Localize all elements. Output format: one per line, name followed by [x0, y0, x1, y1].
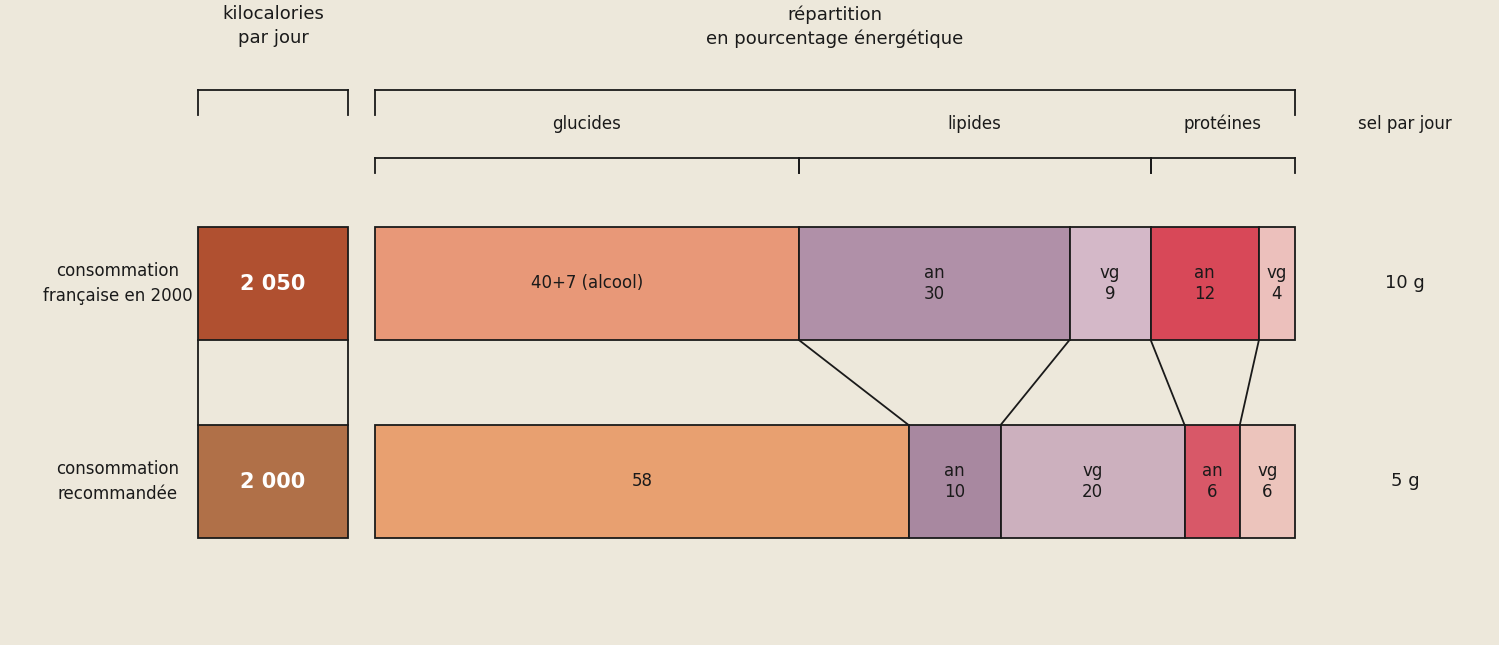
Bar: [1184, 425, 1240, 538]
Text: sel par jour: sel par jour: [1358, 115, 1453, 133]
Text: 10 g: 10 g: [1385, 275, 1426, 292]
Text: répartition
en pourcentage énergétique: répartition en pourcentage énergétique: [706, 5, 964, 48]
Bar: [375, 227, 799, 340]
Text: 58: 58: [631, 473, 652, 490]
Text: vg
4: vg 4: [1267, 264, 1288, 303]
Text: consommation
recommandée: consommation recommandée: [57, 460, 180, 503]
Text: vg
20: vg 20: [1082, 462, 1103, 501]
Text: glucides: glucides: [553, 115, 622, 133]
Bar: [1151, 227, 1259, 340]
Polygon shape: [199, 340, 348, 425]
Text: protéines: protéines: [1184, 115, 1262, 133]
Bar: [375, 425, 908, 538]
Bar: [1001, 425, 1184, 538]
Text: vg
6: vg 6: [1258, 462, 1277, 501]
Bar: [799, 227, 1069, 340]
Bar: [1259, 227, 1295, 340]
Text: 40+7 (alcool): 40+7 (alcool): [531, 275, 643, 292]
Bar: [198, 425, 348, 538]
Bar: [1069, 227, 1151, 340]
Text: kilocalories
par jour: kilocalories par jour: [222, 5, 324, 46]
Text: an
6: an 6: [1202, 462, 1223, 501]
Text: 5 g: 5 g: [1391, 473, 1420, 490]
Bar: [198, 227, 348, 340]
Text: vg
9: vg 9: [1100, 264, 1120, 303]
Text: 2 000: 2 000: [240, 471, 306, 491]
Bar: [908, 425, 1001, 538]
Text: lipides: lipides: [947, 115, 1001, 133]
Text: consommation
française en 2000: consommation française en 2000: [43, 262, 193, 305]
Bar: [1240, 425, 1295, 538]
Text: an
10: an 10: [944, 462, 965, 501]
Text: 2 050: 2 050: [240, 273, 306, 293]
Text: an
12: an 12: [1195, 264, 1216, 303]
Text: an
30: an 30: [923, 264, 944, 303]
